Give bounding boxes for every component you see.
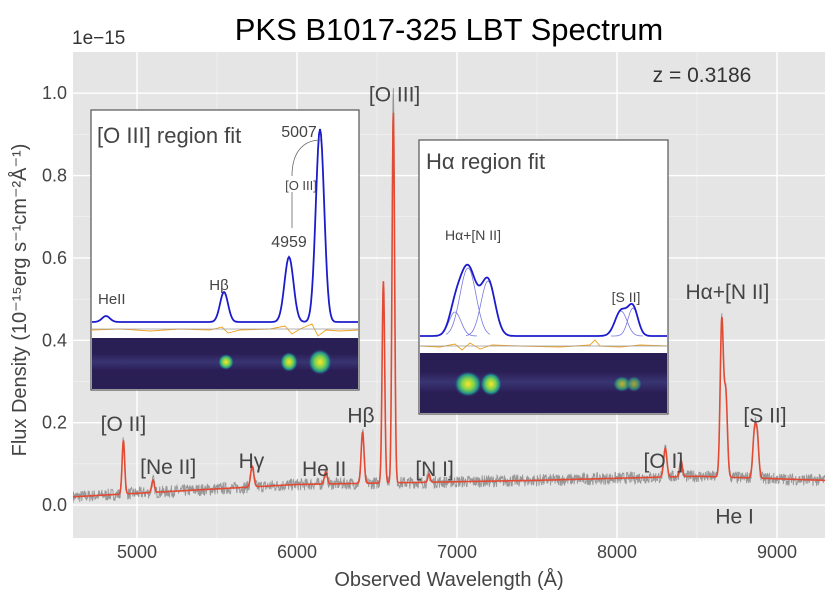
inset-oiii-label-hbeta: Hβ (209, 277, 229, 294)
x-tick-label: 7000 (437, 542, 477, 562)
emission-line-label: [O III] (369, 83, 420, 106)
y-axis-label: Flux Density (10⁻¹⁵erg s⁻¹cm⁻²Å⁻¹) (8, 144, 31, 457)
inset-halpha-label-sii: [S II] (612, 289, 641, 305)
series-model-fit (73, 112, 825, 498)
inset-halpha-label-ha-nii: Hα+[N II] (445, 227, 501, 243)
y-tick-label: 0.8 (42, 166, 67, 186)
emission-line-labels: [O II] [Ne II] Hγ He II Hβ [O III] [N I] [O I] H… (101, 83, 787, 528)
y-tick-label: 0.2 (42, 413, 67, 433)
emission-line-label: [N I] (415, 458, 454, 481)
y-tick-label: 1.0 (42, 83, 67, 103)
inset-oiii-region: [O III] region fit HeII Hβ 4959 [O III] … (90, 109, 360, 391)
inset-halpha-title: Hα region fit (426, 149, 545, 174)
inset-oiii-label-heii: HeII (98, 291, 126, 308)
x-tick-label: 8000 (597, 542, 637, 562)
inset-halpha-region: Hα region fit Hα+[N II] [S II] (418, 139, 669, 415)
emission-line-label: He II (302, 458, 346, 481)
emission-line-label: [S II] (743, 405, 786, 428)
inset-halpha-components (432, 267, 655, 337)
series-observed-spectrum (73, 88, 825, 504)
emission-line-label: Hβ (347, 405, 374, 428)
inset-oiii-label-4959: 4959 (271, 234, 307, 251)
y-tick-labels: 0.0 0.2 0.4 0.6 0.8 1.0 (42, 83, 67, 515)
inset-oiii-leader-line (291, 139, 322, 228)
x-tick-label: 6000 (277, 542, 317, 562)
x-tick-label: 5000 (117, 542, 157, 562)
inset-oiii-components (92, 128, 335, 323)
x-tick-labels: 5000 6000 7000 8000 9000 (117, 542, 797, 562)
inset-halpha-fit-curve (420, 263, 667, 337)
x-tick-label: 9000 (757, 542, 797, 562)
inset-oiii-title: [O III] region fit (97, 123, 241, 148)
inset-oiii-label-5007: 5007 (281, 124, 317, 141)
x-axis-label: Observed Wavelength (Å) (334, 568, 563, 591)
inset-oiii-label-oiii: [O III] (285, 178, 317, 193)
chart-title: PKS B1017-325 LBT Spectrum (235, 12, 664, 47)
emission-line-label: Hα+[N II] (685, 281, 769, 304)
y-tick-label: 0.4 (42, 330, 67, 350)
emission-line-label: He I (715, 506, 754, 529)
redshift-label: z = 0.3186 (653, 64, 752, 87)
y-tick-label: 0.6 (42, 248, 67, 268)
emission-line-label: [O II] (101, 413, 147, 436)
emission-line-label: [O I] (644, 450, 684, 473)
emission-line-label: Hγ (239, 450, 265, 473)
offset-label: 1e−15 (72, 28, 125, 49)
y-tick-label: 0.0 (42, 495, 67, 515)
emission-line-label: [Ne II] (140, 456, 196, 479)
